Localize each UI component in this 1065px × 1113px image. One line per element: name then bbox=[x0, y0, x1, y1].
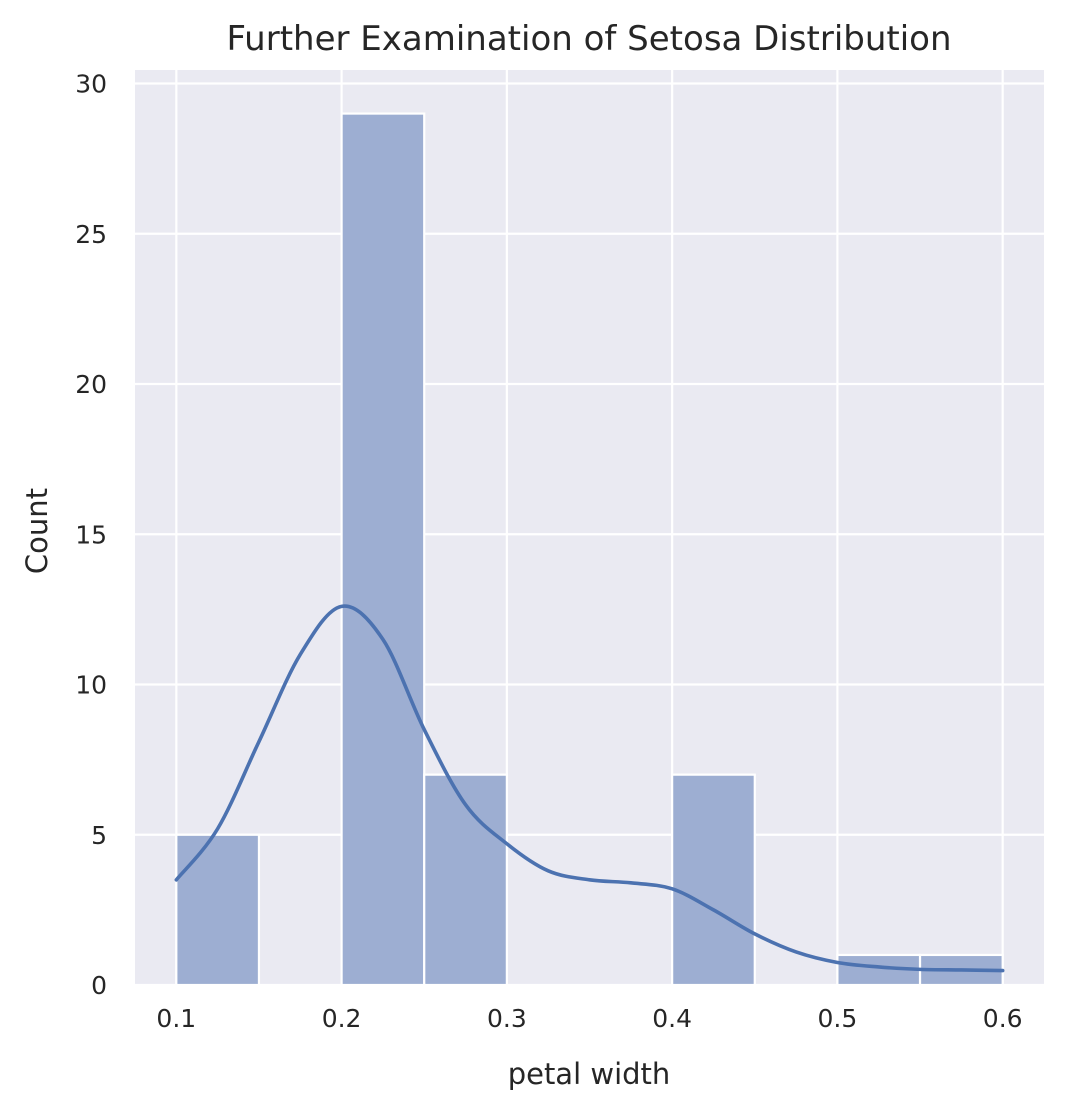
x-tick-label: 0.4 bbox=[652, 1004, 692, 1033]
y-tick-label: 20 bbox=[75, 370, 107, 399]
kde-curve bbox=[174, 604, 1005, 973]
x-tick-label: 0.3 bbox=[487, 1004, 527, 1033]
grid-lines bbox=[135, 70, 1044, 987]
histogram-bar bbox=[340, 112, 426, 987]
histogram-bar bbox=[671, 773, 756, 987]
chart-title: Further Examination of Setosa Distributi… bbox=[226, 19, 951, 59]
x-axis-label: petal width bbox=[508, 1057, 671, 1091]
histogram-bar bbox=[175, 833, 261, 987]
x-tick-label: 0.1 bbox=[156, 1004, 196, 1033]
y-tick-label: 15 bbox=[75, 520, 107, 549]
y-tick-label: 0 bbox=[91, 971, 107, 1000]
x-axis-ticks: 0.1 0.2 0.3 0.4 0.5 0.6 bbox=[156, 1004, 1022, 1033]
x-tick-label: 0.2 bbox=[322, 1004, 362, 1033]
plot-area bbox=[135, 70, 1044, 985]
y-tick-label: 10 bbox=[75, 671, 107, 700]
y-tick-label: 5 bbox=[91, 821, 107, 850]
histogram-bar bbox=[423, 773, 508, 987]
y-axis-ticks: 0 5 10 15 20 25 30 bbox=[75, 70, 107, 1000]
histogram-bars bbox=[175, 112, 1004, 987]
y-tick-label: 30 bbox=[75, 70, 107, 99]
y-axis-label: Count bbox=[20, 488, 54, 574]
x-tick-label: 0.5 bbox=[818, 1004, 858, 1033]
y-tick-label: 25 bbox=[75, 220, 107, 249]
x-tick-label: 0.6 bbox=[983, 1004, 1023, 1033]
